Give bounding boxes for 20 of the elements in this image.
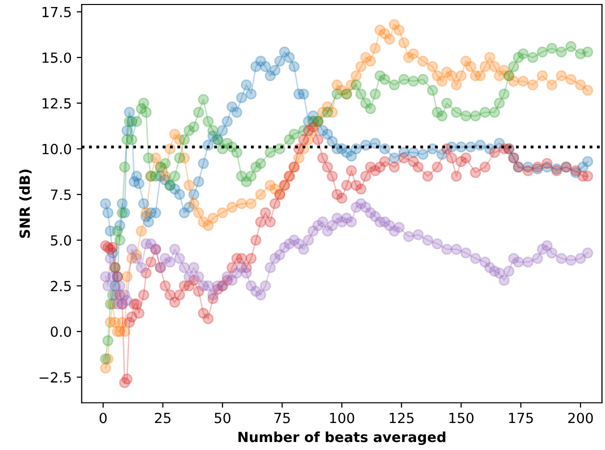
- x-tick-label: 100: [330, 412, 354, 424]
- x-tick-label: 25: [155, 412, 170, 424]
- y-tick-label: 2.5: [50, 280, 71, 292]
- y-tick-label: 17.5: [42, 6, 71, 18]
- x-tick-label: 125: [390, 412, 414, 424]
- x-axis-title: Number of beats averaged: [238, 431, 446, 446]
- y-tick-label: 12.5: [42, 98, 71, 109]
- x-tick-label: 200: [568, 412, 593, 424]
- y-tick-label: 15.0: [42, 52, 72, 63]
- y-tick-label: 0.0: [50, 326, 72, 337]
- x-tick-label: 75: [274, 412, 290, 424]
- x-tick-label: 50: [214, 412, 230, 424]
- y-tick-label: −2.5: [40, 372, 71, 383]
- x-tick-label: 150: [449, 412, 474, 424]
- y-tick-label: 10.0: [42, 144, 72, 154]
- y-tick-label: 5.0: [50, 235, 72, 246]
- x-tick-label: 175: [509, 412, 533, 424]
- y-tick-label: 7.5: [51, 190, 71, 200]
- x-tick-label: 0: [100, 412, 107, 424]
- y-axis-title: SNR (dB): [19, 170, 32, 238]
